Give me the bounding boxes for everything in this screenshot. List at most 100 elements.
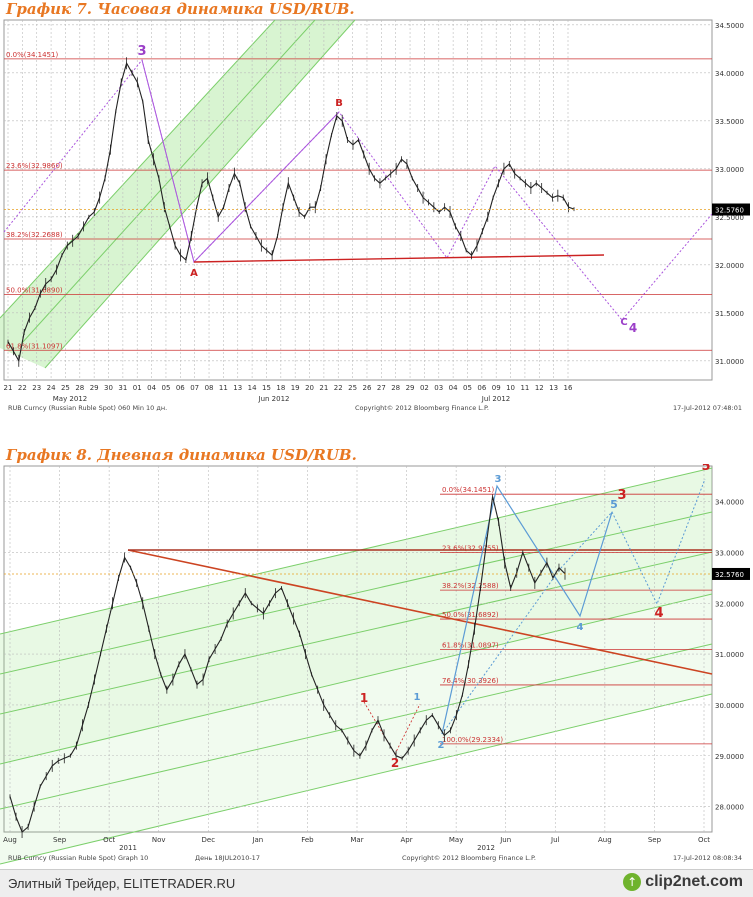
upload-arrow-icon: ↑: [623, 873, 642, 891]
chart2-channel-line: [0, 593, 713, 765]
chart1-fib-label: 23.6%(32.9860): [6, 162, 63, 170]
chart1-x-tick-label: 24: [47, 384, 56, 392]
chart2-x-tick-label: Sep: [648, 836, 662, 844]
chart2-fib-label: 61.8%(31.0897): [442, 642, 499, 650]
chart1-x-tick-label: 28: [75, 384, 84, 392]
logo-text: clip2net.com: [645, 873, 743, 890]
chart2-x-tick-label: Aug: [598, 836, 612, 844]
chart1-price-tick-label: 34.0000: [715, 70, 744, 78]
chart2-last-price-text: 32.5760: [715, 571, 744, 579]
chart1-x-tick-label: 22: [334, 384, 343, 392]
chart2-channel-line: [0, 551, 713, 715]
chart2-fib-label: 23.6%(32.9955): [442, 545, 499, 553]
chart2-footer-right: 17-Jul-2012 08:08:34: [673, 854, 742, 862]
chart2-plot-area: [3, 465, 713, 833]
chart2-wave-label: 1: [360, 691, 368, 705]
chart2-footer-mid: День 18JUL2010-17: [195, 854, 260, 862]
chart2-x-tick-label: Sep: [53, 836, 67, 844]
chart1-x-tick-label: 29: [90, 384, 99, 392]
chart2-wave-label: 3: [617, 488, 626, 503]
chart2-price-tick-label: 30.0000: [715, 702, 744, 710]
chart1-wave-label: 4: [629, 321, 637, 335]
chart1-price-tick-label: 31.5000: [715, 310, 744, 318]
chart1-month-label: Jul 2012: [481, 395, 511, 403]
chart2-wave-label: 1: [414, 692, 421, 703]
chart1-month-label: Jun 2012: [258, 395, 290, 403]
chart2-x-tick-label: Oct: [103, 836, 115, 844]
chart2-x-tick-label: Oct: [698, 836, 710, 844]
chart1-channel-band: [0, 20, 355, 368]
chart2-wave-label: 4: [654, 606, 663, 621]
chart2-daily-usdrub: Aug Sep Oct Nov Dec Jan Feb Mar Apr May Jun Jul Aug S…: [0, 464, 750, 865]
chart1-x-tick-label: 25: [61, 384, 70, 392]
chart2-wave-blue-dotted: [441, 478, 706, 735]
chart2-x-tick-label: Jun: [499, 836, 511, 844]
footer-source-text: Элитный Трейдер, ELITETRADER.RU: [8, 876, 236, 891]
chart1-fib-label: 61.8%(31.1097): [6, 342, 63, 350]
chart2-price-tick-label: 28.0000: [715, 804, 744, 812]
chart1-x-tick-label: 25: [348, 384, 357, 392]
chart1-price-tick-label: 33.0000: [715, 166, 744, 174]
chart1-price-tick-label: 33.5000: [715, 118, 744, 126]
chart2-x-tick-label: May: [449, 836, 463, 844]
chart2-x-tick-label: Jan: [251, 836, 263, 844]
chart1-x-tick-label: 11: [219, 384, 228, 392]
chart1-x-tick-label: 04: [147, 384, 156, 392]
chart2-x-tick-label: Jul: [550, 836, 560, 844]
chart1-x-tick-label: 19: [291, 384, 300, 392]
chart1-x-tick-label: 16: [564, 384, 573, 392]
chart2-wave-label: 5: [610, 498, 618, 511]
chart1-x-tick-label: 03: [434, 384, 443, 392]
chart1-fib-label: 50.0%(31.6890): [6, 287, 63, 295]
chart1-x-tick-label: 05: [161, 384, 170, 392]
chart1-x-tick-label: 04: [449, 384, 458, 392]
chart2-x-tick-label: Feb: [301, 836, 314, 844]
chart1-x-tick-label: 08: [205, 384, 214, 392]
chart1-x-tick-label: 27: [377, 384, 386, 392]
chart2-x-tick-label: Apr: [401, 836, 413, 844]
chart1-wave-label: 3: [137, 44, 146, 59]
chart1-footer-left: RUB Curncy (Russian Ruble Spot) 060 Min …: [8, 404, 167, 412]
chart2-x-tick-label: Dec: [202, 836, 216, 844]
chart1-x-tick-label: 06: [477, 384, 486, 392]
chart2-channel-band: [0, 594, 712, 864]
chart2-fib-label: 76.4%(30.3926): [442, 677, 499, 685]
chart1-wave-label: A: [190, 268, 198, 279]
chart1-last-price-text: 32.5760: [715, 207, 744, 215]
chart1-x-tick-label: 26: [363, 384, 372, 392]
chart1-x-tick-label: 20: [305, 384, 314, 392]
chart1-x-tick-label: 21: [4, 384, 13, 392]
chart2-footer-left: RUB Curncy (Russian Ruble Spot) Graph 10: [8, 854, 148, 862]
chart1-price-tick-label: 32.0000: [715, 262, 744, 270]
chart2-channel-line: [0, 643, 713, 810]
chart1-footer-right: 17-Jul-2012 07:48:01: [673, 404, 742, 412]
chart2-x-tick-label: Aug: [3, 836, 17, 844]
chart1-wave-label: C: [620, 317, 627, 328]
chart1-x-tick-label: 09: [492, 384, 501, 392]
chart2-fib-label: 0.0%(34.1451): [442, 486, 494, 494]
chart1-hourly-usdrub: 21 22 23 24 25 28 29 30 31 01 04 05 06 07 08 11 13 14 15 18…: [0, 19, 750, 412]
chart2-channel-line: [0, 467, 713, 635]
chart2-price-tick-label: 32.0000: [715, 600, 744, 608]
chart1-wave-label: B: [335, 98, 343, 109]
chart2-wave-label: 3: [495, 474, 502, 485]
chart1-x-tick-label: 02: [420, 384, 429, 392]
chart2-channel-line: [0, 693, 713, 865]
chart1-x-tick-label: 13: [549, 384, 558, 392]
chart1-price-tick-label: 32.5000: [715, 214, 744, 222]
chart2-channel-line: [0, 511, 713, 675]
chart1-support-line: [193, 254, 605, 263]
chart2-price-tick-label: 33.0000: [715, 549, 744, 557]
chart1-x-tick-label: 11: [520, 384, 529, 392]
chart1-x-tick-label: 12: [535, 384, 544, 392]
chart2-wave-label: 2: [438, 740, 445, 751]
chart1-x-tick-label: 05: [463, 384, 472, 392]
chart2-channel-band: [0, 468, 712, 764]
chart2-fib-label: 50.0%(31.6892): [442, 611, 499, 619]
chart1-x-tick-label: 30: [104, 384, 113, 392]
chart2-year-label: 2012: [477, 844, 495, 852]
chart1-title: График 7. Часовая динамика USD/RUB.: [6, 0, 355, 18]
chart2-x-tick-label: Mar: [350, 836, 363, 844]
chart1-x-tick-label: 10: [506, 384, 515, 392]
chart1-x-tick-label: 06: [176, 384, 185, 392]
